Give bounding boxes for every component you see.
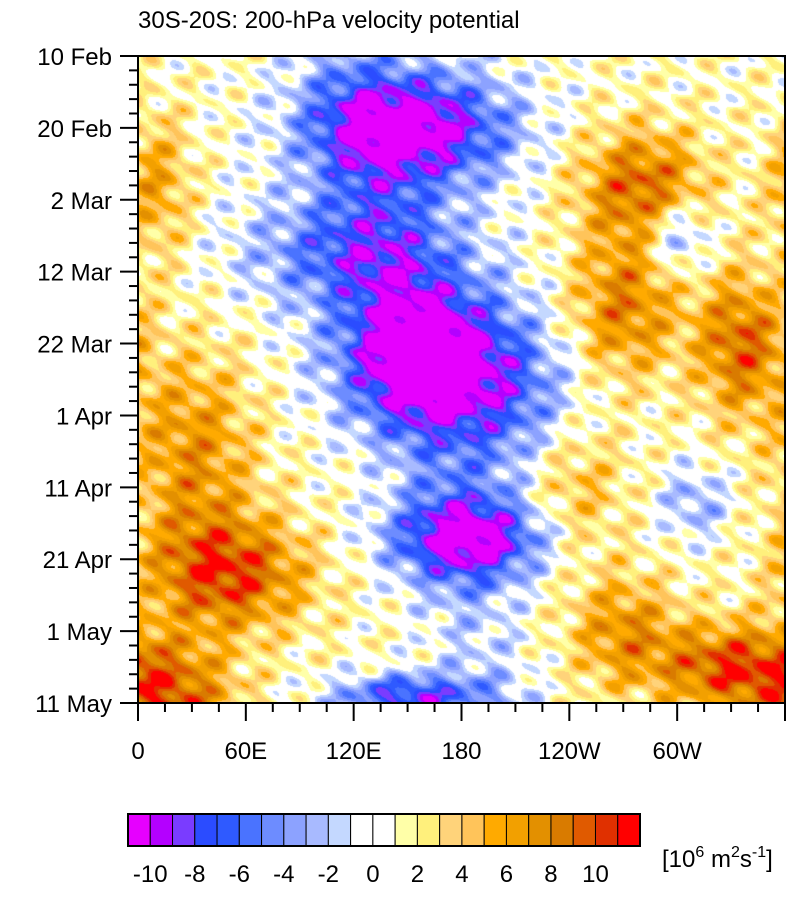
velocity-potential-field [138,56,785,703]
colorbar-box [350,813,374,847]
x-tick-label: 120W [538,738,601,765]
colorbar-box [416,813,441,847]
colorbar-box [483,813,507,847]
colorbar-box [238,813,263,847]
colorbar-box [194,813,218,847]
units-open: [10 [662,846,695,873]
y-tick-label: 1 Apr [56,403,112,430]
colorbar-box [261,813,285,847]
colorbar-units: [106 m2s-1] [662,844,773,873]
colorbar-box [617,813,641,847]
colorbar-label: 4 [455,861,468,888]
colorbar-label: 10 [582,861,609,888]
colorbar-box [127,813,151,847]
x-tick-label: 120E [326,738,382,765]
plot-area [137,55,786,704]
y-tick-label: 11 Apr [44,475,112,502]
colorbar-label: -4 [273,861,294,888]
colorbar-box [283,813,307,847]
colorbar-label: -2 [318,861,339,888]
colorbar: -10 -8 -6 -4 -2 0 2 4 6 8 10 [127,813,641,888]
chart-title: 30S-20S: 200-hPa velocity potential [138,7,520,34]
units-close: ] [766,846,773,873]
units-exp: 6 [695,844,704,861]
units-mid2: s [740,846,752,873]
y-tick-label: 10 Feb [37,44,112,71]
y-tick-label: 2 Mar [51,188,112,215]
colorbar-label: 6 [500,861,513,888]
colorbar-box [327,813,352,847]
y-tick-label: 1 May [47,619,112,646]
colorbar-box [394,813,418,847]
colorbar-label: -8 [184,861,205,888]
colorbar-box [149,813,174,847]
x-tick-label: 60E [224,738,267,765]
x-tick-label: 60W [652,738,702,765]
units-exp2: 2 [731,844,740,861]
colorbar-box [594,813,619,847]
units-exp3: -1 [752,844,766,861]
colorbar-box [216,813,240,847]
colorbar-box [372,813,396,847]
colorbar-box [439,813,463,847]
colorbar-box [505,813,530,847]
colorbar-box [528,813,552,847]
y-tick-label: 22 Mar [37,332,112,359]
colorbar-box [550,813,574,847]
colorbar-label: 0 [366,861,379,888]
x-tick-label: 0 [131,738,144,765]
y-tick-label: 11 May [35,691,112,718]
x-axis: 0 60E 120E 180 120W 60W [131,703,786,765]
y-axis: 10 Feb 20 Feb 2 Mar 12 Mar 22 Mar 1 Apr 11 Apr… [35,44,138,718]
colorbar-label: 2 [411,861,424,888]
colorbar-box [572,813,596,847]
x-tick-label: 180 [441,738,481,765]
colorbar-box [461,813,485,847]
colorbar-box [172,813,196,847]
colorbar-label: -10 [133,861,168,888]
y-tick-label: 12 Mar [37,260,112,287]
units-mid: m [704,846,731,873]
y-tick-label: 21 Apr [43,547,112,574]
colorbar-outline [127,813,641,847]
heatmap-field-container [138,56,785,703]
y-tick-label: 20 Feb [37,116,112,143]
colorbar-label: -6 [229,861,250,888]
colorbar-box [305,813,329,847]
colorbar-label: 8 [544,861,557,888]
